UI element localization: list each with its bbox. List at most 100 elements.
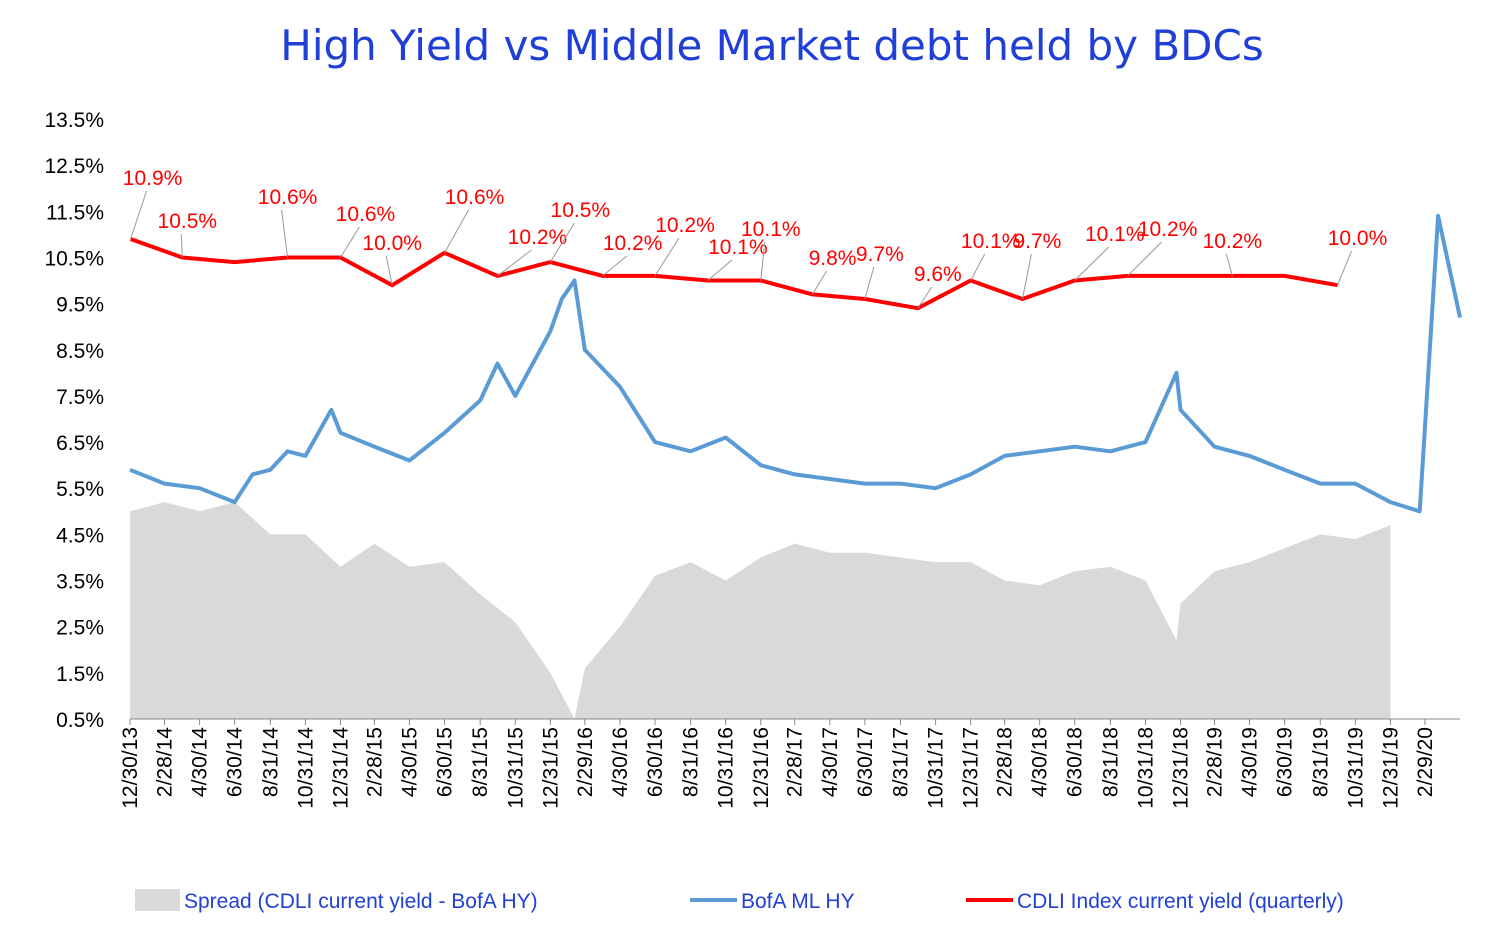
x-tick-label: 10/31/18 bbox=[1134, 727, 1157, 809]
x-tick-label: 12/31/14 bbox=[329, 727, 352, 809]
cdli-data-label: 10.2% bbox=[1203, 230, 1263, 253]
spread-area-layer bbox=[130, 502, 1391, 719]
x-tick-label: 12/31/19 bbox=[1379, 727, 1402, 809]
y-tick-label: 12.5% bbox=[44, 155, 104, 178]
y-tick-label: 13.5% bbox=[44, 109, 104, 132]
cdli-data-label: 10.1% bbox=[961, 230, 1021, 253]
y-tick-label: 3.5% bbox=[56, 571, 104, 594]
data-label-leader bbox=[917, 286, 933, 309]
data-label-leader bbox=[1021, 253, 1032, 300]
x-tick-label: 2/28/17 bbox=[784, 727, 807, 797]
y-tick-label: 0.5% bbox=[56, 709, 104, 732]
legend-swatch-spread bbox=[135, 889, 180, 911]
legend: Spread (CDLI current yield - BofA HY) Bof… bbox=[135, 889, 1344, 913]
data-label-leader bbox=[812, 270, 827, 295]
x-tick-label: 6/30/18 bbox=[1064, 727, 1087, 797]
x-tick-label: 4/30/16 bbox=[609, 727, 632, 797]
x-tick-label: 10/31/19 bbox=[1344, 727, 1367, 809]
x-tick-label: 4/30/17 bbox=[819, 727, 842, 797]
cdli-data-label: 10.5% bbox=[158, 210, 218, 233]
cdli-data-label: 10.0% bbox=[362, 232, 422, 255]
y-tick-label: 1.5% bbox=[56, 663, 104, 686]
data-label-leader bbox=[444, 209, 469, 254]
x-tick-label: 8/31/15 bbox=[469, 727, 492, 797]
x-tick-label: 2/28/18 bbox=[994, 727, 1017, 797]
data-label-leader bbox=[864, 266, 875, 300]
legend-label-spread: Spread (CDLI current yield - BofA HY) bbox=[184, 890, 538, 913]
x-tick-label: 10/31/16 bbox=[715, 727, 738, 809]
x-tick-label: 8/31/17 bbox=[890, 727, 913, 797]
legend-label-cdli: CDLI Index current yield (quarterly) bbox=[1017, 890, 1344, 913]
data-label-leader bbox=[707, 259, 733, 281]
data-labels: 10.9%10.5%10.6%10.6%10.0%10.6%10.2%10.5%… bbox=[123, 167, 1388, 309]
cdli-line bbox=[129, 237, 1338, 311]
cdli-data-label: 10.1% bbox=[741, 218, 801, 241]
data-label-leader bbox=[130, 190, 148, 240]
y-tick-label: 10.5% bbox=[44, 247, 104, 270]
x-tick-label: 6/30/16 bbox=[644, 727, 667, 797]
y-tick-label: 7.5% bbox=[56, 386, 104, 409]
x-tick-label: 12/31/15 bbox=[539, 727, 562, 809]
series-lines bbox=[129, 213, 1462, 514]
x-tick-label: 8/31/16 bbox=[680, 727, 703, 797]
x-tick-label: 6/30/15 bbox=[434, 727, 457, 797]
cdli-data-label: 10.6% bbox=[336, 203, 396, 226]
data-label-leader bbox=[281, 209, 289, 258]
x-tick-label: 2/28/19 bbox=[1203, 727, 1226, 797]
x-tick-label: 2/29/16 bbox=[574, 727, 597, 797]
y-tick-label: 11.5% bbox=[46, 201, 104, 224]
cdli-data-label: 9.7% bbox=[856, 243, 904, 266]
data-label-leader bbox=[1127, 241, 1162, 277]
x-tick-label: 4/30/15 bbox=[398, 727, 421, 797]
cdli-data-label: 10.9% bbox=[123, 167, 183, 190]
y-tick-label: 6.5% bbox=[56, 432, 104, 455]
cdli-data-label: 10.6% bbox=[258, 186, 318, 209]
cdli-data-label: 9.6% bbox=[914, 263, 962, 286]
x-tick-label: 2/28/15 bbox=[363, 727, 386, 797]
x-tick-label: 4/30/19 bbox=[1239, 727, 1262, 797]
x-tick-label: 6/30/19 bbox=[1274, 727, 1297, 797]
cdli-data-label: 10.5% bbox=[551, 199, 611, 222]
legend-label-hy: BofA ML HY bbox=[741, 890, 855, 913]
cdli-data-label: 10.6% bbox=[445, 186, 505, 209]
data-label-leader bbox=[385, 255, 393, 286]
data-label-leader bbox=[760, 241, 766, 281]
x-tick-label: 8/31/18 bbox=[1099, 727, 1122, 797]
cdli-data-label: 9.8% bbox=[809, 247, 857, 270]
axes: 13.5% 12.5% 11.5% 10.5% 9.5% 8.5% 7.5% 6.5% 5.5%… bbox=[44, 109, 1460, 809]
bofa-hy-line bbox=[129, 213, 1462, 514]
x-tick-label: 2/28/14 bbox=[154, 727, 177, 797]
y-tick-label: 2.5% bbox=[56, 617, 104, 640]
cdli-data-label: 10.2% bbox=[655, 214, 715, 237]
data-label-leader bbox=[1225, 253, 1233, 277]
data-label-leader bbox=[497, 249, 532, 277]
x-tick-label: 2/29/20 bbox=[1414, 727, 1437, 797]
x-tick-label: 6/30/14 bbox=[224, 727, 247, 797]
data-label-leader bbox=[549, 222, 575, 263]
y-tick-label: 5.5% bbox=[56, 478, 104, 501]
x-tick-label: 10/31/15 bbox=[504, 727, 527, 809]
chart-title: High Yield vs Middle Market debt held by… bbox=[280, 21, 1263, 70]
data-label-leader bbox=[180, 233, 183, 258]
cdli-data-label: 9.7% bbox=[1013, 230, 1061, 253]
y-tick-label: 9.5% bbox=[56, 294, 104, 317]
x-tick-label: 12/31/17 bbox=[960, 727, 983, 809]
data-label-leader bbox=[602, 255, 627, 277]
x-tick-label: 6/30/17 bbox=[854, 727, 877, 797]
data-label-leader bbox=[1074, 246, 1110, 281]
data-label-leader bbox=[654, 237, 680, 277]
cdli-data-label: 10.2% bbox=[508, 226, 568, 249]
y-tick-label: 8.5% bbox=[56, 340, 104, 363]
cdli-data-label: 10.1% bbox=[1085, 223, 1145, 246]
data-label-leader bbox=[970, 253, 986, 281]
cdli-data-label: 10.2% bbox=[603, 232, 663, 255]
x-tick-label: 12/31/18 bbox=[1170, 727, 1193, 809]
cdli-data-label: 10.2% bbox=[1138, 218, 1198, 241]
x-tick-label: 8/31/14 bbox=[259, 727, 282, 797]
x-tick-label: 10/31/17 bbox=[925, 727, 948, 809]
x-tick-label: 10/31/14 bbox=[294, 727, 317, 809]
data-label-leader bbox=[340, 226, 360, 258]
cdli-data-label: 10.0% bbox=[1328, 227, 1388, 250]
y-tick-label: 4.5% bbox=[56, 524, 104, 547]
